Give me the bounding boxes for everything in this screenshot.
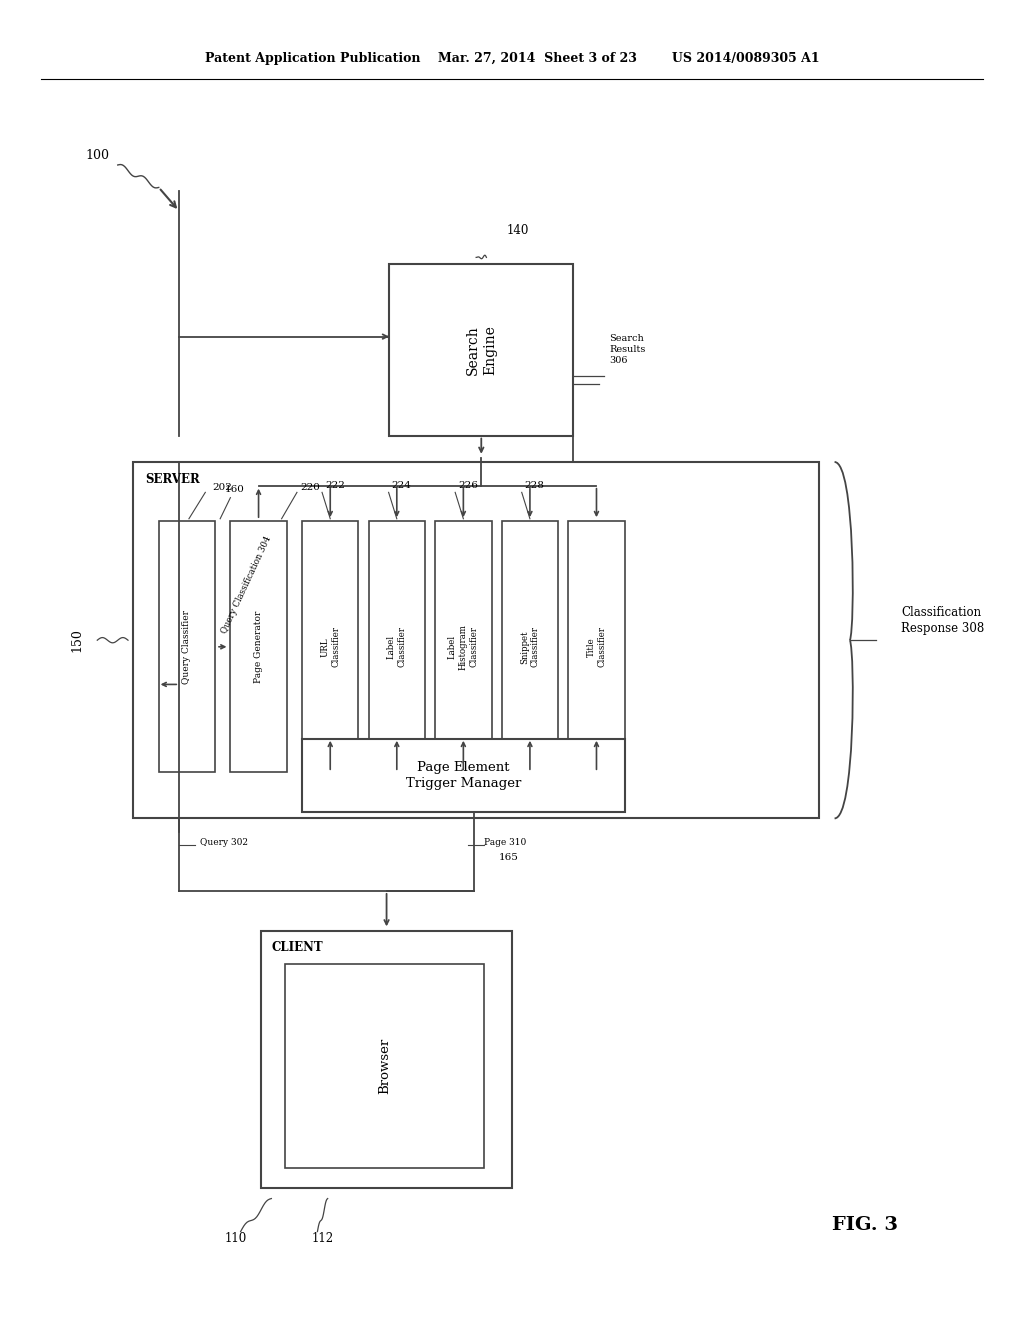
Bar [159,521,215,772]
Text: 220: 220 [300,483,319,491]
Text: Snippet
Classifier: Snippet Classifier [520,626,540,668]
Bar [568,521,625,772]
Text: Search
Engine: Search Engine [466,325,497,375]
Text: FIG. 3: FIG. 3 [833,1216,898,1234]
Text: Patent Application Publication    Mar. 27, 2014  Sheet 3 of 23        US 2014/00: Patent Application Publication Mar. 27, … [205,51,819,65]
Bar [435,521,492,772]
Text: Label
Histogram
Classifier: Label Histogram Classifier [447,624,479,669]
Text: Page 310: Page 310 [484,838,526,846]
Bar [389,264,573,436]
Bar [261,931,512,1188]
Text: URL
Classifier: URL Classifier [321,626,340,668]
Text: 228: 228 [524,482,545,490]
Text: CLIENT: CLIENT [271,941,323,954]
Text: 150: 150 [71,628,83,652]
Text: Classification
Response 308: Classification Response 308 [901,606,984,635]
Text: Page Element
Trigger Manager: Page Element Trigger Manager [406,762,521,789]
Text: Browser: Browser [378,1038,391,1094]
Text: 226: 226 [459,482,478,490]
Text: 165: 165 [500,854,519,862]
Bar [133,462,819,818]
Bar [302,521,358,772]
Text: 140: 140 [507,224,529,238]
Text: 112: 112 [311,1232,334,1245]
Text: Query Classifier: Query Classifier [182,610,191,684]
Text: 110: 110 [224,1232,247,1245]
Text: 100: 100 [85,149,110,162]
Bar [285,964,484,1168]
Bar [369,521,425,772]
Text: Label
Classifier: Label Classifier [387,626,407,668]
Bar [230,521,287,772]
Text: Query Classification 304: Query Classification 304 [220,535,273,635]
Text: 222: 222 [326,482,345,490]
Text: 224: 224 [391,482,412,490]
Text: 202: 202 [213,483,232,491]
Text: SERVER: SERVER [145,473,200,486]
Text: Title
Classifier: Title Classifier [587,626,606,668]
Text: Query 302: Query 302 [200,838,248,846]
Text: Search
Results
306: Search Results 306 [609,334,646,364]
Text: Page Generator: Page Generator [254,611,263,682]
Text: 160: 160 [225,486,245,494]
Bar [502,521,558,772]
Bar [302,739,625,812]
